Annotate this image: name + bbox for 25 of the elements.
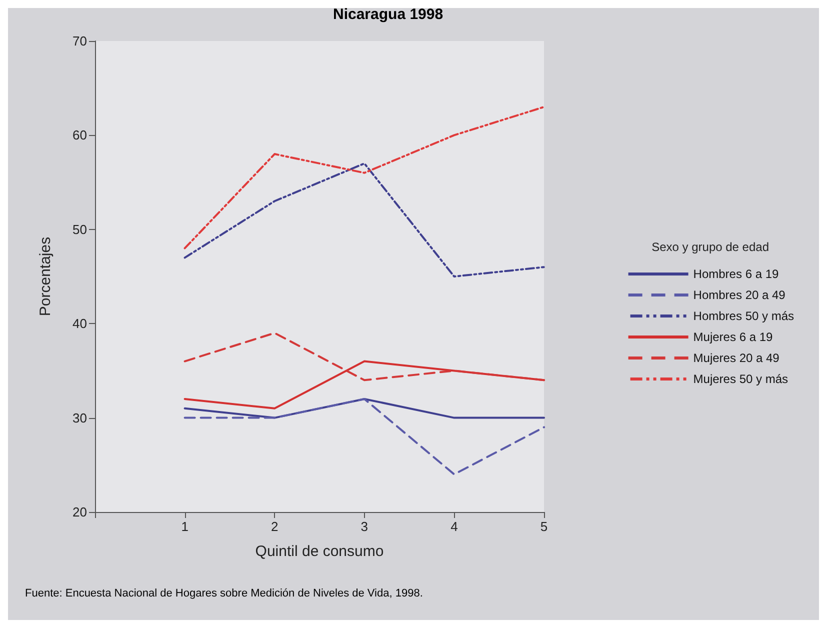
legend-label: Hombres 20 a 49	[693, 288, 786, 302]
legend-label: Mujeres 20 a 49	[693, 351, 780, 365]
y-tick-label: 50	[72, 222, 87, 237]
y-tick-label: 70	[72, 34, 87, 48]
legend-title: Sexo y grupo de edad	[652, 240, 769, 254]
x-tick-label: 3	[360, 519, 368, 534]
x-tick-label: 5	[540, 519, 548, 534]
legend-label: Mujeres 6 a 19	[693, 330, 774, 344]
line-series	[184, 162, 545, 278]
line-series	[184, 398, 545, 476]
legend-label: Hombres 6 a 19	[693, 267, 780, 281]
chart-title: Nicaragua 1998	[333, 6, 444, 23]
y-tick-label: 30	[72, 410, 87, 426]
x-axis-title: Quintil de consumo	[255, 543, 384, 560]
y-tick-label: 20	[72, 504, 87, 520]
x-tick-label: 2	[270, 519, 278, 534]
legend-label: Mujeres 50 y más	[693, 372, 788, 386]
y-axis-title: Porcentajes	[37, 236, 54, 316]
y-tick-label: 40	[72, 316, 87, 332]
y-tick-label: 60	[72, 128, 87, 143]
x-tick-label: 1	[181, 519, 188, 534]
line-series	[184, 106, 545, 250]
legend-label: Hombres 50 y más	[693, 309, 794, 323]
x-tick-label: 4	[450, 519, 458, 534]
source-note: Fuente: Encuesta Nacional de Hogares sobre Medición de Niveles de Vida, 1998.	[25, 588, 423, 600]
